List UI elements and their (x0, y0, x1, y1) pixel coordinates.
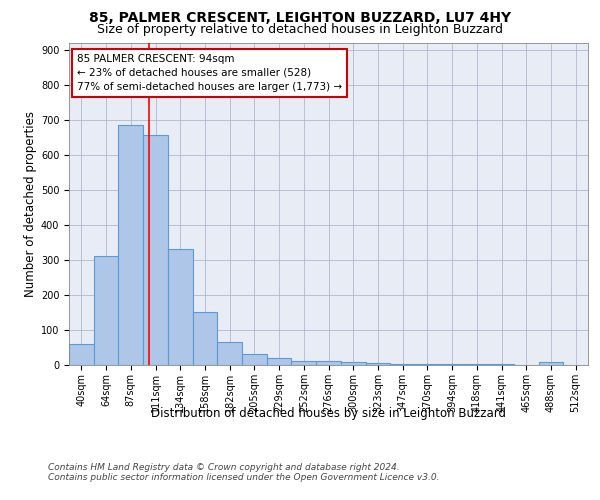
Text: Size of property relative to detached houses in Leighton Buzzard: Size of property relative to detached ho… (97, 22, 503, 36)
Text: Distribution of detached houses by size in Leighton Buzzard: Distribution of detached houses by size … (151, 408, 506, 420)
Bar (539, 362, 563, 365)
Text: Contains public sector information licensed under the Open Government Licence v3: Contains public sector information licen… (48, 472, 439, 482)
Bar (365, 363, 390, 365)
Bar (390, 364, 415, 365)
Text: 85 PALMER CRESCENT: 94sqm
← 23% of detached houses are smaller (528)
77% of semi: 85 PALMER CRESCENT: 94sqm ← 23% of detac… (77, 54, 342, 92)
Bar (118, 125, 143, 365)
Y-axis label: Number of detached properties: Number of detached properties (23, 111, 37, 296)
Bar (217, 342, 242, 365)
Text: Contains HM Land Registry data © Crown copyright and database right 2024.: Contains HM Land Registry data © Crown c… (48, 462, 400, 471)
Bar (193, 312, 217, 365)
Bar (489, 364, 514, 365)
Text: 85, PALMER CRESCENT, LEIGHTON BUZZARD, LU7 4HY: 85, PALMER CRESCENT, LEIGHTON BUZZARD, L… (89, 11, 511, 25)
Bar (267, 358, 292, 365)
Bar (316, 362, 341, 365)
Bar (440, 364, 464, 365)
Bar (415, 364, 440, 365)
Bar (242, 354, 267, 365)
Bar (168, 250, 193, 365)
Bar (464, 364, 489, 365)
Bar (143, 136, 168, 365)
Bar (341, 362, 365, 365)
Bar (94, 256, 118, 365)
Bar (292, 362, 316, 365)
Bar (69, 344, 94, 365)
